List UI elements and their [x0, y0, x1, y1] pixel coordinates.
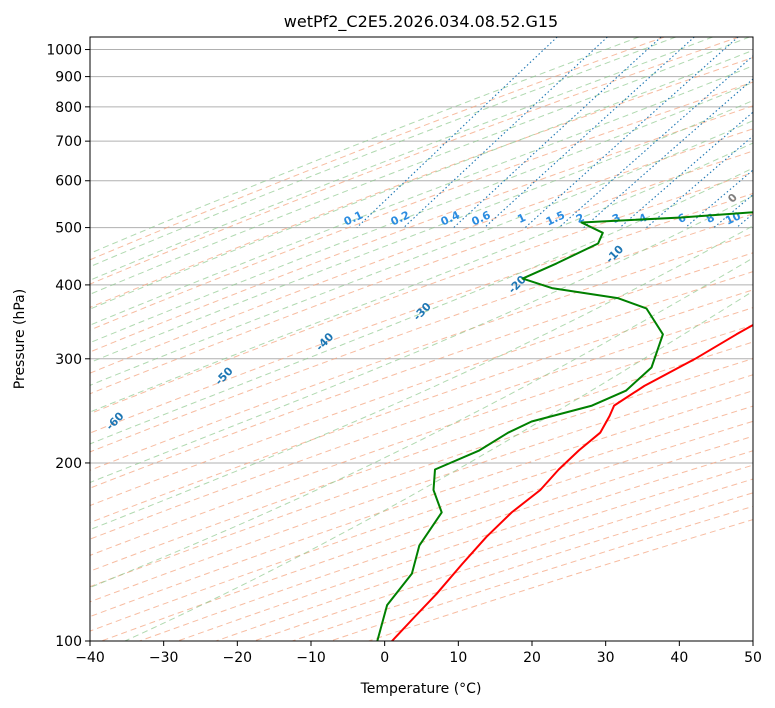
moist-adiabat: [90, 37, 676, 268]
moist-adiabat: [90, 65, 753, 326]
y-tick-label: 900: [55, 70, 82, 86]
moist-adiabat: [90, 195, 753, 484]
mixing-ratio-line: [524, 37, 739, 229]
mixing-ratio-line: [583, 78, 753, 229]
y-axis-title: Pressure (hPa): [12, 289, 28, 389]
y-tick-label: 400: [55, 278, 82, 294]
dry-adiabat: [90, 81, 753, 331]
moist-adiabat: [90, 81, 753, 344]
y-tick-label: 300: [55, 352, 82, 368]
mixing-ratio-label: 13: [751, 209, 770, 227]
moist-adiabat: [90, 142, 753, 413]
x-tick-label: −40: [75, 650, 105, 666]
x-tick-label: −10: [296, 650, 326, 666]
moist-adiabat: [90, 120, 753, 386]
moist-adiabats: [90, 37, 753, 641]
y-tick-label: 700: [55, 134, 82, 150]
x-tick-label: 10: [449, 650, 467, 666]
dry-adiabats: [90, 37, 753, 641]
dry-adiabat: [90, 105, 753, 353]
x-tick-label: 0: [380, 650, 389, 666]
y-tick-label: 800: [55, 100, 82, 116]
dewpoint-profile: [376, 211, 753, 641]
moist-adiabat: [90, 37, 750, 295]
x-axis-title: Temperature (°C): [360, 681, 482, 697]
mixing-ratio-lines: [356, 37, 753, 229]
y-tick-label: 600: [55, 174, 82, 190]
moist-adiabat: [90, 99, 753, 364]
temperature-profile: [391, 323, 753, 641]
moist-adiabat: [90, 37, 713, 281]
y-axis-ticks: 1000 900 800 700 600 500 400 300 200 100: [46, 43, 90, 650]
dry-adiabat: [90, 374, 753, 603]
dry-adiabat: [90, 37, 665, 261]
x-tick-label: −30: [149, 650, 179, 666]
x-tick-label: 20: [523, 650, 541, 666]
mixing-ratio-line: [685, 169, 753, 229]
moist-adiabat: [90, 257, 753, 589]
dry-adiabat: [90, 128, 753, 374]
y-tick-label: 1000: [46, 43, 82, 59]
plot-frame: [89, 36, 754, 642]
moist-adiabat: [90, 49, 753, 310]
x-tick-label: 50: [744, 650, 762, 666]
y-tick-label: 500: [55, 221, 82, 237]
moist-adiabat: [90, 225, 753, 531]
moist-adiabat: [90, 167, 753, 445]
x-tick-label: 30: [597, 650, 615, 666]
x-axis-ticks: −40 −30 −20 −10 0 10 20 30 40 50: [75, 641, 762, 666]
sounding-profiles: [376, 211, 753, 641]
y-tick-label: 100: [55, 634, 82, 650]
x-tick-label: 40: [670, 650, 688, 666]
y-tick-label: 200: [55, 456, 82, 472]
dry-adiabat: [90, 271, 753, 507]
dry-adiabat: [90, 150, 753, 395]
dry-adiabat: [90, 213, 753, 453]
dry-adiabat: [90, 324, 753, 556]
mixing-ratio-line: [484, 37, 695, 229]
x-tick-label: −20: [223, 650, 253, 666]
dry-adiabat: [90, 358, 753, 588]
dry-adiabat: [90, 307, 753, 540]
dry-adiabat: [90, 172, 753, 415]
plot-area: -100-90-80-70-60-50-40-30-20-10010203040…: [90, 37, 770, 641]
chart-title: wetPf2_C2E5.2026.034.08.52.G15: [284, 12, 558, 32]
